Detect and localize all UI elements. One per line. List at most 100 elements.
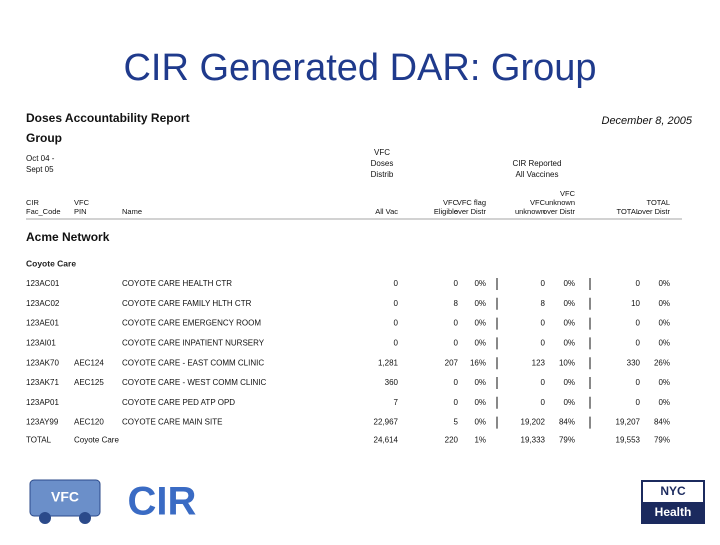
column-header: Eligible: [434, 207, 458, 216]
column-header: TOTAL: [617, 207, 640, 216]
cell: 19,207: [616, 418, 641, 427]
logo-shape: [39, 512, 51, 524]
total-cell: 24,614: [374, 436, 399, 445]
cell: 0: [636, 279, 641, 288]
vfc-logo-text: VFC: [51, 489, 79, 505]
cell: 7: [394, 398, 399, 407]
cell: 0: [394, 299, 399, 308]
cell: 330: [627, 358, 641, 367]
cell: 10: [631, 299, 640, 308]
cell: 0: [541, 378, 546, 387]
cell: 0%: [474, 339, 486, 348]
total-cell: 1%: [474, 436, 486, 445]
period: Sept 05: [26, 165, 54, 174]
cell: 123AY99: [26, 418, 59, 427]
column-header: VFC: [74, 198, 90, 207]
cell: 0%: [474, 299, 486, 308]
cell: COYOTE CARE HEALTH CTR: [122, 279, 232, 288]
column-header: PIN: [74, 207, 87, 216]
cell: 5: [454, 418, 459, 427]
cell: COYOTE CARE MAIN SITE: [122, 418, 222, 427]
cell: 19,202: [521, 418, 546, 427]
cell: 0%: [474, 319, 486, 328]
cell: 0: [636, 339, 641, 348]
logo-shape: [79, 512, 91, 524]
column-header: over Distr: [638, 207, 671, 216]
total-cell: 220: [445, 436, 459, 445]
total-cell: TOTAL: [26, 436, 52, 445]
cell: 0: [636, 378, 641, 387]
cell: 123AE01: [26, 319, 59, 328]
report-level: Group: [26, 131, 62, 145]
cell: 123AI01: [26, 339, 56, 348]
cell: 0%: [563, 299, 575, 308]
total-cell: Coyote Care: [74, 436, 119, 445]
cell: 0: [454, 319, 459, 328]
cell: 84%: [559, 418, 575, 427]
cell: 207: [445, 358, 459, 367]
total-cell: 19,333: [521, 436, 546, 445]
cell: 22,967: [374, 418, 399, 427]
total-cell: 79%: [654, 436, 670, 445]
cell: AEC120: [74, 418, 104, 427]
nyc-logo-text: NYC: [660, 484, 686, 498]
column-header: over Distr: [543, 207, 576, 216]
cell: 0%: [474, 279, 486, 288]
column-header: TOTAL: [647, 198, 670, 207]
nyc-logo-text: Health: [655, 505, 692, 519]
cell: 0: [394, 279, 399, 288]
report-date: December 8, 2005: [602, 115, 693, 127]
logo-shape: [29, 479, 101, 517]
column-header: over Distr: [454, 207, 487, 216]
cir-logo: CIR: [128, 480, 197, 524]
cell: 0%: [474, 418, 486, 427]
cell: 0: [454, 279, 459, 288]
cir-header: All Vaccines: [516, 170, 559, 179]
column-header: unknown: [515, 207, 545, 216]
cell: 0%: [474, 378, 486, 387]
cell: 0: [541, 398, 546, 407]
network: Acme Network: [26, 230, 110, 244]
logo-shape: [643, 502, 703, 522]
cell: 123: [532, 358, 546, 367]
cell: 0%: [658, 339, 670, 348]
cell: 0: [454, 398, 459, 407]
cell: 8: [454, 299, 459, 308]
cell: COYOTE CARE - WEST COMM CLINIC: [122, 378, 267, 387]
column-header: CIR: [26, 198, 40, 207]
cell: 10%: [559, 358, 575, 367]
cell: 0: [394, 319, 399, 328]
nyc-logo: NYC Health: [641, 480, 705, 524]
cell: 0: [541, 339, 546, 348]
cell: 0: [541, 319, 546, 328]
cell: COYOTE CARE - EAST COMM CLINIC: [122, 358, 264, 367]
vfc-header: VFC: [374, 148, 390, 157]
cell: 0: [454, 378, 459, 387]
cell: 0: [454, 339, 459, 348]
cell: 123AK70: [26, 358, 59, 367]
cell: COYOTE CARE EMERGENCY ROOM: [122, 319, 261, 328]
total-cell: 79%: [559, 436, 575, 445]
column-header: VFC: [560, 189, 576, 198]
column-header: VFC: [443, 198, 459, 207]
slide-title: CIR Generated DAR: Group: [123, 47, 596, 89]
cell: 0: [636, 398, 641, 407]
cell: 16%: [470, 358, 486, 367]
cell: 123AC02: [26, 299, 60, 308]
cell: 0: [394, 339, 399, 348]
cell: AEC124: [74, 358, 104, 367]
report-title: Doses Accountability Report: [26, 111, 190, 125]
cell: 0: [541, 279, 546, 288]
cell: 84%: [654, 418, 670, 427]
cell: 0%: [563, 279, 575, 288]
vfc-header: Doses: [371, 159, 394, 168]
period: Oct 04 -: [26, 154, 55, 163]
column-header: VFC: [530, 198, 546, 207]
cell: 0%: [563, 378, 575, 387]
column-header: VFC flag: [457, 198, 486, 207]
cell: 0%: [658, 319, 670, 328]
cell: 360: [385, 378, 399, 387]
cell: 0%: [563, 319, 575, 328]
